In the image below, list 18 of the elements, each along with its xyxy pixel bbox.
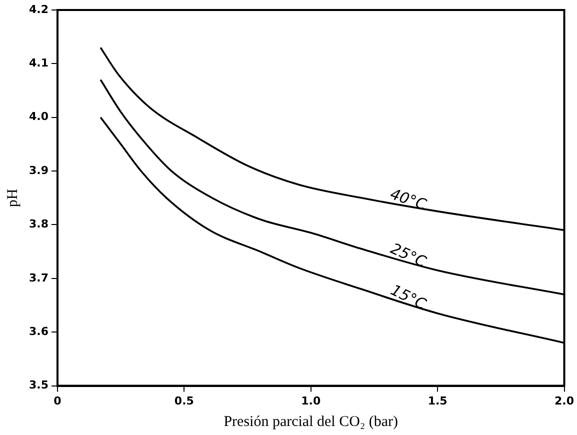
y-tick-label: 3.6 <box>28 324 49 338</box>
x-tick-label: 1.0 <box>301 394 321 408</box>
x-tick-label: 2.0 <box>554 394 574 408</box>
text: 15°C <box>388 280 430 314</box>
x-axis-title: Presión parcial del CO₂ (bar) <box>224 414 398 430</box>
y-tick-label: 3.5 <box>28 378 48 392</box>
x-tick-label: 0 <box>54 394 62 408</box>
x-tick-label: 1.5 <box>428 394 448 408</box>
y-tick-label: 4.1 <box>28 56 48 70</box>
y-tick-label: 3.9 <box>28 164 48 177</box>
text: 25°C <box>388 239 430 272</box>
text: 40°C <box>388 184 430 214</box>
y-axis-title: pH <box>4 188 21 208</box>
x-tick-label: 0.5 <box>174 394 194 408</box>
y-tick-label: 4.0 <box>28 110 49 124</box>
y-tick-label: 3.8 <box>28 218 48 231</box>
y-tick-label: 4.2 <box>28 2 48 16</box>
y-tick-label: 3.7 <box>28 271 48 284</box>
